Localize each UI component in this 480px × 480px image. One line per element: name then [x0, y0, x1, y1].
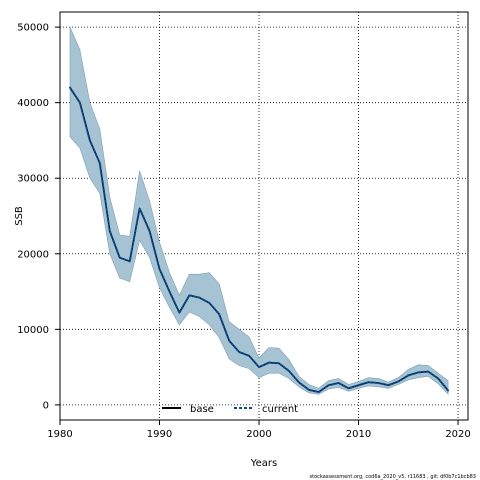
y-axis: 0 10000 20000 30000 40000 50000 [17, 23, 60, 411]
x-tick-label-2020: 2020 [445, 429, 470, 440]
series-line-layer [69, 86, 450, 393]
confidence-band-layer [69, 26, 449, 396]
x-axis: 1980 1990 2000 2010 2020 [47, 420, 471, 440]
y-tick-label-30000: 30000 [17, 174, 49, 185]
x-axis-title: Years [250, 458, 277, 469]
x-tick-label-2010: 2010 [346, 429, 371, 440]
legend: base current [162, 404, 298, 415]
confidence-band [69, 26, 449, 396]
y-tick-label-0: 0 [43, 400, 49, 411]
series-line-current [69, 86, 450, 393]
x-tick-label-1980: 1980 [47, 429, 72, 440]
y-tick-label-10000: 10000 [17, 325, 49, 336]
legend-label-base: base [190, 404, 214, 415]
y-axis-title: SSB [14, 206, 25, 226]
footer-credit: stockassessment.org, cod6a_2020_v5, r116… [310, 474, 476, 480]
y-tick-label-20000: 20000 [17, 249, 49, 260]
grid-lines [59, 12, 468, 420]
x-tick-label-2000: 2000 [246, 429, 271, 440]
x-tick-label-1990: 1990 [147, 429, 172, 440]
legend-label-current: current [262, 404, 298, 415]
y-tick-label-40000: 40000 [17, 98, 49, 109]
y-tick-label-50000: 50000 [17, 23, 49, 34]
plot-frame [59, 11, 469, 421]
